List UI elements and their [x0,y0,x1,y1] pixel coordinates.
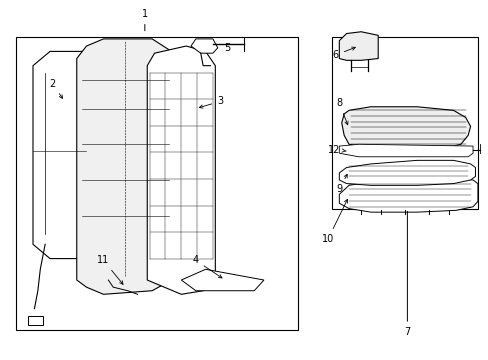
Polygon shape [339,178,477,212]
Polygon shape [181,269,264,291]
Polygon shape [77,39,171,294]
Text: 12: 12 [327,145,346,155]
Polygon shape [147,46,215,294]
Text: 5: 5 [224,43,230,53]
Text: 2: 2 [49,78,62,98]
Text: 6: 6 [332,47,355,60]
Text: 7: 7 [404,211,409,337]
Text: 9: 9 [336,174,346,194]
Text: 4: 4 [192,255,222,278]
Bar [16,37,297,330]
Text: 11: 11 [97,255,123,284]
Polygon shape [28,316,42,325]
Text: 1: 1 [142,9,147,31]
Polygon shape [341,107,469,148]
Polygon shape [339,32,377,60]
Text: 8: 8 [336,98,347,125]
Bar [331,37,477,208]
Text: 10: 10 [321,199,347,244]
Text: 3: 3 [199,96,223,108]
Polygon shape [33,51,86,258]
Polygon shape [191,39,217,53]
Polygon shape [339,144,472,157]
Polygon shape [339,160,474,185]
